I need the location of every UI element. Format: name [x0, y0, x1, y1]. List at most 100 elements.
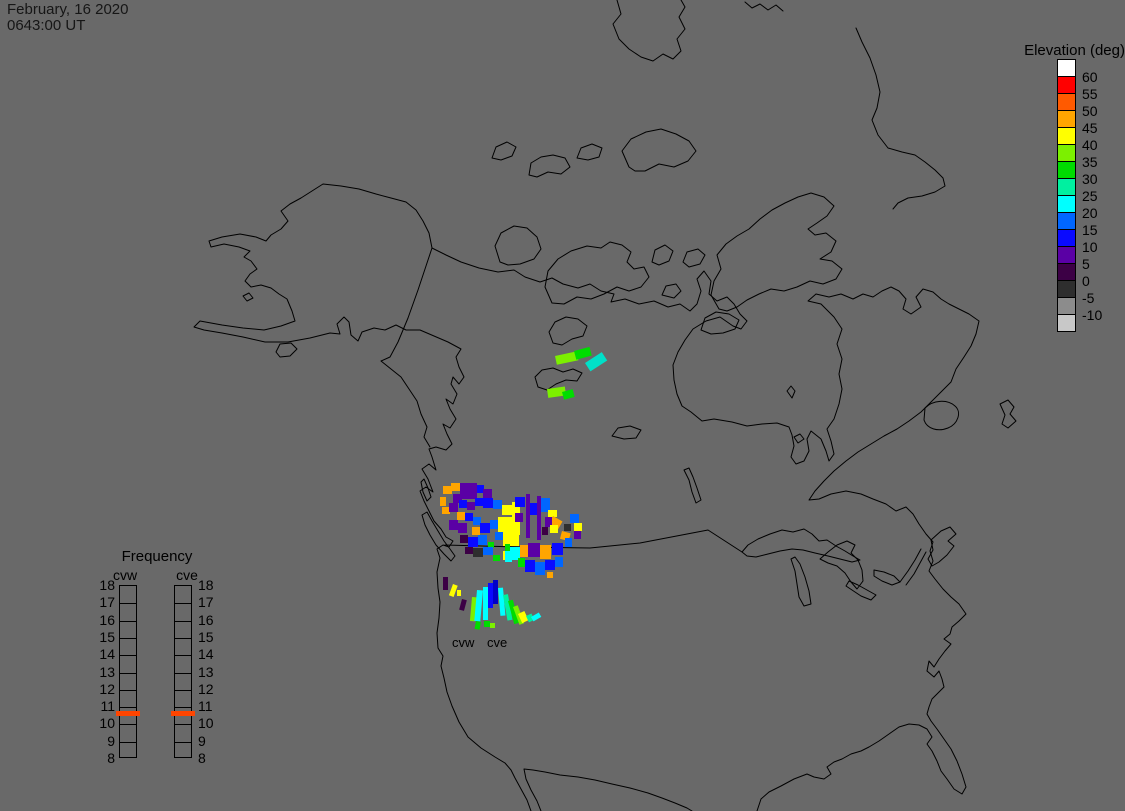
- radar-echo-cell: [530, 503, 537, 515]
- elevation-color-segment: [1057, 127, 1076, 145]
- radar-echo-cell: [472, 527, 480, 535]
- radar-echo-cell: [495, 532, 503, 540]
- timestamp-time: 0643:00 UT: [7, 17, 86, 34]
- radar-echo-cell: [512, 502, 520, 518]
- radar-echo-cell: [449, 503, 458, 512]
- elevation-tick-label: 50: [1082, 103, 1098, 119]
- frequency-tick-label: 9: [198, 732, 206, 749]
- elevation-tick-label: -10: [1082, 307, 1103, 323]
- frequency-tick-label: 10: [99, 715, 115, 732]
- radar-echo-cell: [488, 583, 493, 608]
- radar-echo-cell: [548, 516, 563, 530]
- frequency-bar-tick: [175, 724, 191, 725]
- elevation-color-segment: [1057, 246, 1076, 264]
- radar-echo-cell: [555, 351, 579, 365]
- radar-echo-cell: [502, 594, 513, 621]
- radar-echo-cell: [473, 517, 481, 525]
- kodiak-island: [275, 342, 298, 358]
- lake-michigan: [790, 556, 812, 607]
- radar-echo-cell: [483, 587, 488, 620]
- frequency-tick-label: 14: [198, 646, 214, 663]
- belcher-islet: [793, 433, 805, 444]
- mexico-coastline: [523, 768, 693, 811]
- frequency-bar-tick: [175, 707, 191, 708]
- frequency-tick-label: 17: [99, 594, 115, 611]
- radar-echo-cell: [477, 485, 484, 493]
- elevation-color-segment: [1057, 314, 1076, 332]
- radar-echo-cell: [526, 494, 530, 538]
- radar-echo-cell: [493, 555, 500, 561]
- frequency-bar-tick: [120, 603, 136, 604]
- elevation-color-segment: [1057, 212, 1076, 230]
- radar-echo-cell: [517, 611, 529, 624]
- elevation-tick-label: -5: [1082, 290, 1095, 306]
- radar-echo-cell: [468, 537, 478, 547]
- southampton-island: [700, 311, 740, 335]
- frequency-bar-tick: [120, 673, 136, 674]
- elevation-tick-label: 60: [1082, 69, 1098, 85]
- radar-echo-cell: [562, 389, 575, 400]
- radar-echo-cell: [458, 523, 467, 533]
- elevation-tick-label: 5: [1082, 256, 1090, 272]
- radar-echo-cell: [459, 500, 467, 508]
- newfoundland-west-island: [923, 400, 959, 431]
- radar-echo-cell: [478, 535, 487, 545]
- radar-echo-cell: [457, 512, 465, 520]
- radar-echo-cell: [570, 514, 579, 523]
- radar-echo-cell: [552, 543, 563, 555]
- radar-echo-cell: [555, 557, 563, 567]
- prince-of-wales-island: [651, 244, 674, 266]
- frequency-bar-tick: [120, 621, 136, 622]
- elevation-color-segment: [1057, 144, 1076, 162]
- radar-echo-cell: [460, 535, 468, 543]
- radar-echo-cell: [508, 599, 520, 625]
- elevation-legend: Elevation (deg) 60 55 50 45 40 35 30 25 20 15 10 5 0…: [1006, 42, 1125, 362]
- frequency-bar-tick: [175, 742, 191, 743]
- radar-echo-cell: [515, 497, 525, 507]
- frequency-tick-label: 8: [107, 750, 115, 766]
- radar-echo-cell: [459, 598, 467, 611]
- radar-echo-cell: [548, 510, 557, 517]
- frequency-tick-label: 18: [99, 577, 115, 593]
- newfoundland-east-island: [999, 399, 1017, 429]
- radar-echo-cell: [505, 551, 512, 562]
- frequency-bar-cvw: [119, 585, 137, 758]
- elevation-color-segment: [1057, 178, 1076, 196]
- radar-echo-cell: [460, 483, 477, 499]
- frequency-tick-label: 17: [198, 594, 214, 611]
- frequency-tick-label: 16: [198, 611, 214, 628]
- radar-echo-cell: [483, 489, 492, 498]
- great-slave-lake: [534, 367, 583, 391]
- lake-athabasca: [611, 425, 642, 440]
- bathurst-island: [576, 143, 603, 161]
- frequency-bar-tick: [120, 655, 136, 656]
- radar-echo-cell: [493, 580, 498, 604]
- radar-echo-cell: [490, 623, 495, 628]
- elevation-legend-title: Elevation (deg): [1024, 42, 1125, 59]
- frequency-tick-label: 12: [198, 680, 214, 697]
- radar-echo-cell: [498, 587, 506, 616]
- elevation-tick-label: 10: [1082, 239, 1098, 255]
- radar-echo-cell: [440, 497, 446, 506]
- radar-echo-cell: [574, 346, 592, 360]
- elevation-tick-label: 20: [1082, 205, 1098, 221]
- ellesmere-island: [612, 0, 686, 62]
- radar-echo-cell: [473, 548, 483, 557]
- frequency-bar-tick: [120, 690, 136, 691]
- frequency-tick-label: 13: [198, 663, 214, 680]
- radar-echo-cell: [484, 621, 490, 627]
- frequency-tick-label: 14: [99, 646, 115, 663]
- lake-huron: [819, 540, 864, 590]
- arctic-top-squiggle: [744, 1, 784, 12]
- frequency-column-label-cvw: cvw: [112, 567, 138, 583]
- frequency-column-label-cve: cve: [176, 567, 198, 583]
- site-label-cvw: cvw: [452, 635, 475, 650]
- baffin-island: [710, 192, 843, 312]
- radar-echo-cell: [442, 507, 450, 514]
- radar-echo-cell: [453, 494, 462, 503]
- frequency-tick-label: 11: [198, 698, 213, 715]
- frequency-tick-label: 18: [198, 577, 214, 593]
- frequency-bar-tick: [175, 621, 191, 622]
